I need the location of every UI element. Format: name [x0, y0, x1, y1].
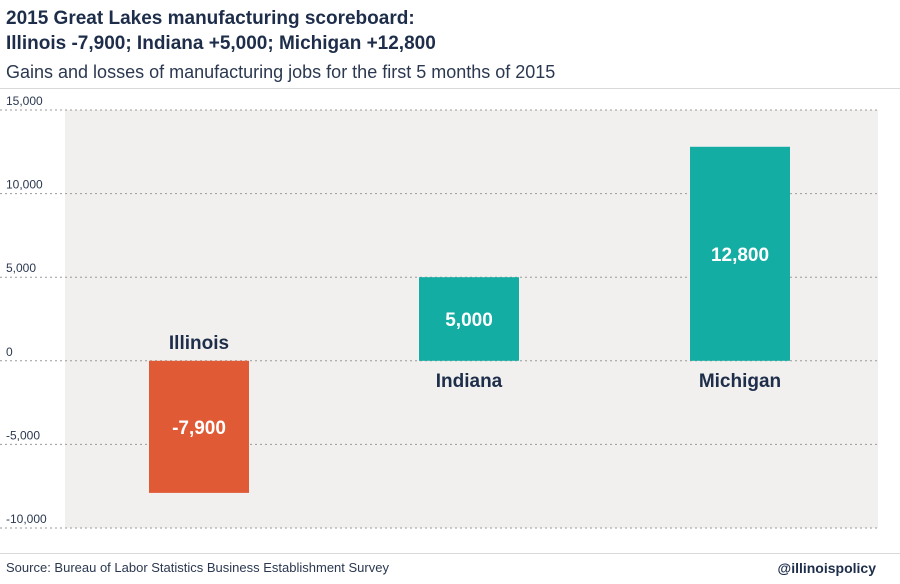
y-tick-label: -10,000 [6, 512, 47, 526]
chart-title: 2015 Great Lakes manufacturing scoreboar… [6, 6, 436, 56]
value-label-illinois: -7,900 [172, 418, 226, 439]
value-label-indiana: 5,000 [445, 310, 493, 331]
chart-subtitle: Gains and losses of manufacturing jobs f… [6, 62, 556, 82]
bar-illinois [149, 360, 249, 493]
y-tick-label: 5,000 [6, 261, 36, 275]
y-tick-label: 0 [6, 345, 13, 359]
y-tick-label: 10,000 [6, 178, 43, 192]
category-label-michigan: Michigan [699, 371, 781, 392]
y-tick-label: 15,000 [6, 94, 43, 108]
value-label-michigan: 12,800 [711, 245, 769, 266]
brand-handle[interactable]: @illinoispolicy [777, 560, 876, 576]
title-line-2: Illinois -7,900; Indiana +5,000; Michiga… [6, 33, 436, 54]
bar-labels: -7,900 Illinois 5,000 Indiana 12,800 Michigan [169, 245, 781, 439]
footer-divider [0, 553, 900, 554]
category-label-indiana: Indiana [436, 371, 503, 392]
source-note: Source: Bureau of Labor Statistics Busin… [6, 560, 389, 575]
bars [149, 146, 790, 493]
bar-michigan [690, 146, 790, 361]
header-divider [0, 88, 900, 89]
title-line-1: 2015 Great Lakes manufacturing scoreboar… [6, 8, 415, 29]
y-axis-ticks: 15,000 10,000 5,000 0 -5,000 -10,000 [6, 94, 47, 526]
category-label-illinois: Illinois [169, 333, 229, 354]
bar-indiana [419, 277, 519, 361]
y-tick-label: -5,000 [6, 428, 40, 442]
bar-chart: 15,000 10,000 5,000 0 -5,000 -10,000 -7,900 Il… [0, 94, 878, 529]
